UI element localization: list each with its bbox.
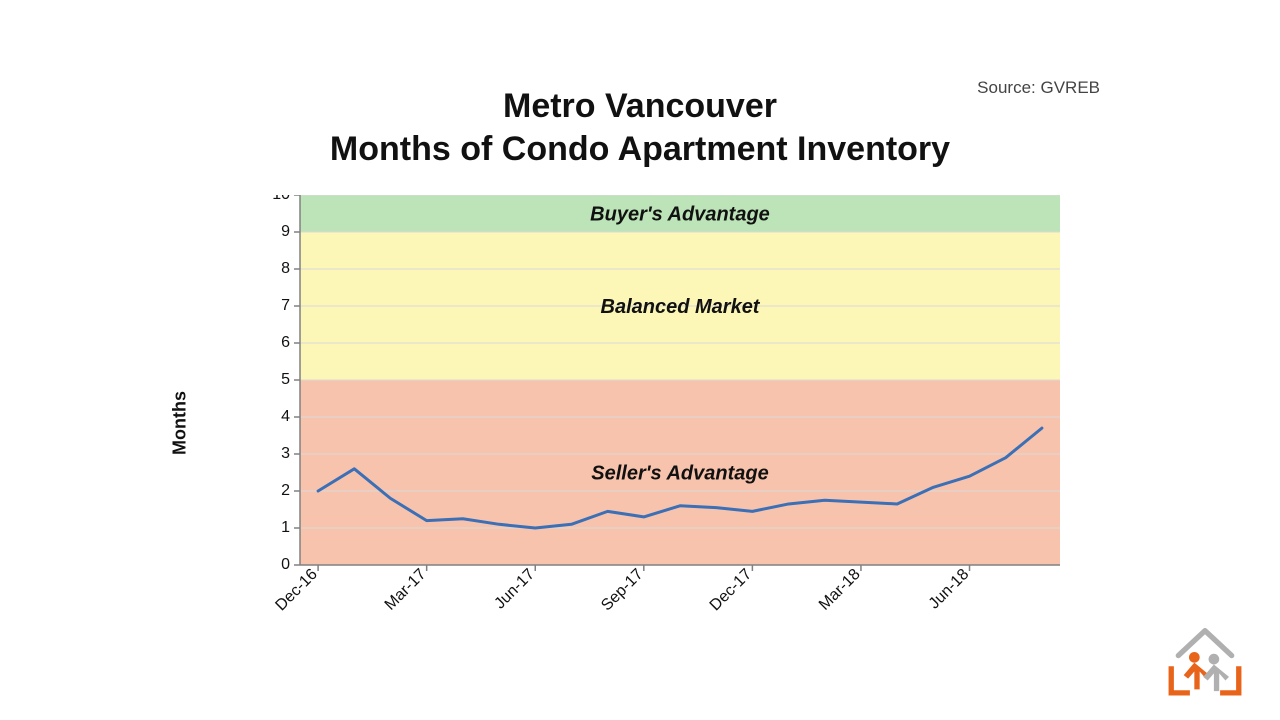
logo-person-right-icon <box>1203 654 1229 691</box>
chart-container: Months Seller's AdvantageBalanced Market… <box>230 195 1060 650</box>
band-label: Balanced Market <box>601 296 761 318</box>
band-label: Buyer's Advantage <box>590 204 770 226</box>
title-line-1: Metro Vancouver <box>503 87 777 125</box>
x-tick-label: Mar-18 <box>816 566 864 614</box>
logo-roof-icon <box>1178 631 1231 656</box>
chart-title: Metro Vancouver Months of Condo Apartmen… <box>0 85 1280 170</box>
y-tick-label: 10 <box>272 195 290 203</box>
x-tick-label: Jun-18 <box>926 566 973 613</box>
y-axis-label: Months <box>170 391 191 455</box>
y-tick-label: 3 <box>281 445 290 462</box>
y-tick-label: 6 <box>281 334 290 351</box>
inventory-chart: Seller's Advantage Balanced Market Buyer's… <box>230 195 1060 645</box>
y-tick-label: 7 <box>281 297 290 314</box>
x-tick-label: Mar-17 <box>382 566 430 614</box>
y-tick-label: 9 <box>281 223 290 240</box>
logo-person-left-icon <box>1184 652 1210 689</box>
y-tick-label: 8 <box>281 260 290 277</box>
band-label: Seller's Advantage <box>591 463 768 485</box>
brand-logo <box>1160 620 1250 700</box>
x-tick-label: Sep-17 <box>598 566 647 615</box>
y-tick-label: 2 <box>281 482 290 499</box>
y-tick-label: 1 <box>281 519 290 536</box>
x-tick-label: Jun-17 <box>491 566 538 613</box>
logo-bracket-right-icon <box>1223 669 1239 693</box>
logo-bracket-left-icon <box>1171 669 1187 693</box>
x-tick-label: Dec-17 <box>707 566 756 615</box>
x-tick-label: Dec-16 <box>272 566 321 615</box>
y-tick-label: 0 <box>281 556 290 573</box>
y-tick-label: 5 <box>281 371 290 388</box>
y-tick-label: 4 <box>281 408 290 425</box>
title-line-2: Months of Condo Apartment Inventory <box>330 130 950 168</box>
